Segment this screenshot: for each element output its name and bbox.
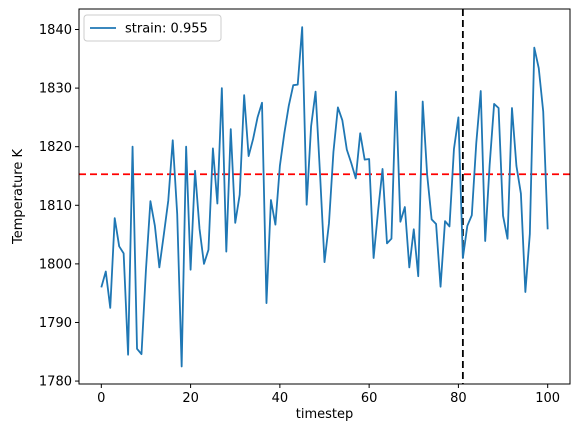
y-tick-label: 1790: [39, 316, 72, 331]
y-axis-label: Temperature K: [11, 149, 26, 245]
y-tick-label: 1810: [39, 199, 72, 214]
reference-lines: [79, 9, 570, 384]
series-line-0: [100, 26, 549, 368]
legend: strain: 0.955: [83, 14, 222, 42]
y-tick-label: 1830: [39, 82, 72, 97]
series-lines: [100, 26, 549, 368]
x-tick-label: 40: [272, 391, 289, 406]
x-tick-label: 20: [182, 391, 199, 406]
y-tick-label: 1780: [39, 375, 72, 390]
plot-background: [79, 9, 570, 384]
y-tick-label: 1840: [39, 23, 72, 38]
x-tick-label: 80: [450, 391, 467, 406]
x-tick-label: 60: [361, 391, 378, 406]
x-axis-label: timestep: [296, 407, 354, 422]
y-tick-label: 1820: [39, 140, 72, 155]
plot-frame: [78, 8, 571, 385]
x-tick-label: 100: [535, 391, 560, 406]
y-tick-label: 1800: [39, 257, 72, 272]
y-axis-ticks: 1780 1790 1800 1810 1820 1830 1840: [39, 23, 79, 390]
x-tick-label: 0: [97, 391, 105, 406]
x-axis-ticks: 0 20 40 60 80 100: [97, 384, 560, 406]
legend-box: [83, 14, 222, 42]
legend-label: strain: 0.955: [125, 22, 208, 37]
